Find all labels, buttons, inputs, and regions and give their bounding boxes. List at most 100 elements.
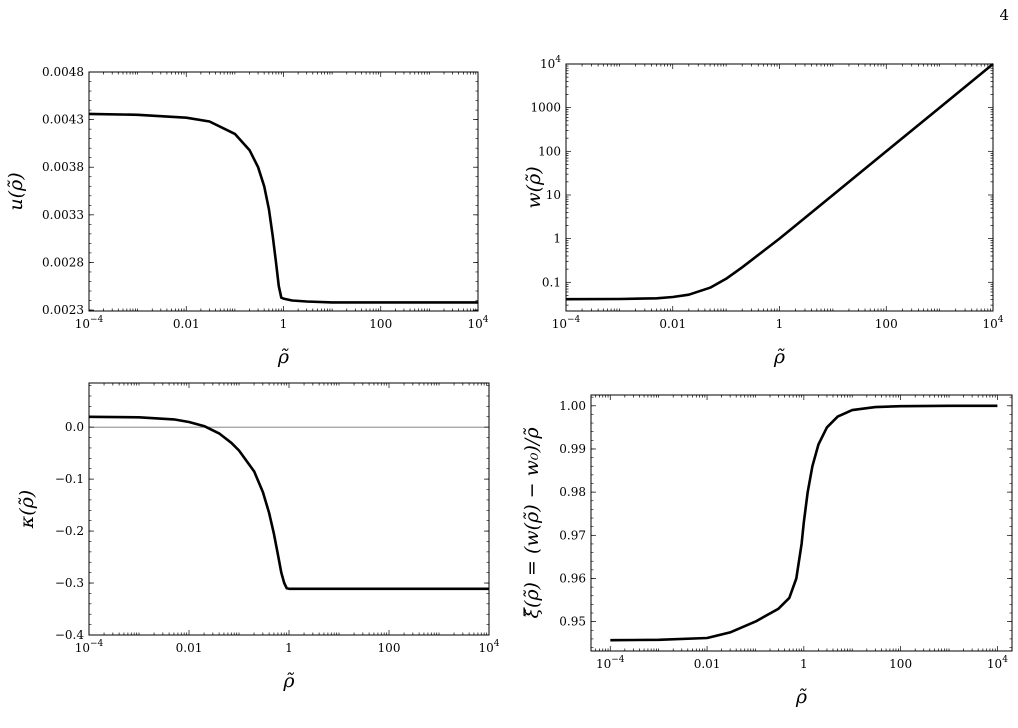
y-tick-label: 100	[538, 144, 561, 158]
x-tick-label: 0.01	[176, 641, 203, 655]
x-tick-label: 104	[987, 655, 1008, 671]
y-tick-label: 1	[553, 232, 561, 246]
y-tick-label: 104	[540, 55, 561, 71]
y-tick-label: 0.0	[65, 420, 84, 434]
x-tick-label-exponent: 4	[1002, 655, 1008, 665]
y-tick-label: 0.98	[559, 485, 586, 499]
y-tick-label-text: 0.96	[559, 571, 586, 585]
y-tick-label: 0.0033	[42, 208, 84, 222]
series-line	[88, 415, 489, 591]
y-tick-label: −0.4	[55, 628, 85, 642]
page-number: 4	[999, 6, 1009, 24]
y-axis-label: w(ρ̃)	[523, 166, 545, 208]
y-tick-label-text: −0.1	[55, 472, 84, 486]
plot-frame	[88, 71, 479, 312]
x-tick-label: 100	[889, 657, 912, 671]
x-tick-label-text: 1	[280, 317, 288, 331]
y-tick-label-text: 100	[538, 144, 561, 158]
x-tick-label-text: 10	[552, 317, 567, 331]
y-tick-label: 0.96	[559, 571, 586, 585]
y-tick-label-text: 0.95	[559, 615, 586, 629]
y-tick-label-text: 1.00	[559, 399, 586, 413]
x-tick-label-text: 10	[987, 657, 1002, 671]
x-tick-label: 1	[280, 317, 288, 331]
y-tick-label-text: −0.2	[55, 524, 84, 538]
x-tick-label-exponent: −4	[567, 315, 581, 325]
series-line	[610, 404, 998, 642]
y-tick-label-text: 0.0048	[42, 65, 84, 79]
x-tick-label: 104	[982, 315, 1003, 331]
y-tick-label-text: 0.0028	[42, 255, 84, 269]
x-tick-label: 1	[285, 641, 293, 655]
chart-panel-kappa: 10−4 0.01 1 100 104−0.4−0.3−0.2−0.10.0ρ̃κ(ρ̃…	[16, 382, 500, 692]
y-tick-label: 0.95	[559, 615, 586, 629]
x-tick-label: 100	[875, 317, 898, 331]
x-tick-label-text: 100	[369, 317, 392, 331]
x-tick-label: 10−4	[596, 655, 625, 671]
y-tick-label: −0.2	[55, 524, 84, 538]
y-tick-label: 0.0023	[42, 303, 84, 317]
x-tick-label-text: 0.01	[176, 641, 203, 655]
x-tick-label-text: 1	[776, 317, 784, 331]
y-tick-label-text: 0.0033	[42, 208, 84, 222]
y-tick-label-text: 10	[540, 57, 555, 71]
x-axis-label: ρ̃	[277, 346, 290, 368]
x-tick-label-text: 100	[378, 641, 401, 655]
y-tick-label: 0.0043	[42, 113, 84, 127]
x-tick-label-text: 10	[467, 317, 482, 331]
x-tick-label-text: 0.01	[694, 657, 721, 671]
y-tick-label-text: −0.4	[55, 628, 85, 642]
y-tick-label-text: 0.98	[559, 485, 586, 499]
plot-frame	[88, 382, 490, 636]
x-axis-label: ρ̃	[282, 670, 295, 692]
y-tick-label: 0.97	[559, 528, 586, 542]
y-tick-label: 10	[546, 188, 561, 202]
x-tick-label-exponent: −4	[90, 315, 104, 325]
x-tick-label: 100	[369, 317, 392, 331]
y-tick-label: 0.0028	[42, 255, 84, 269]
plot-frame	[590, 394, 1013, 652]
x-tick-label: 1	[776, 317, 784, 331]
y-tick-label-text: 0.97	[559, 528, 586, 542]
x-tick-label: 104	[478, 639, 499, 655]
x-axis-label: ρ̃	[795, 686, 808, 708]
x-tick-label-exponent: 4	[483, 315, 489, 325]
x-tick-label: 0.01	[659, 317, 686, 331]
y-tick-label-text: 0.0023	[42, 303, 84, 317]
x-tick-label-exponent: −4	[611, 655, 625, 665]
y-tick-label-text: 1	[553, 232, 561, 246]
x-tick-label: 10−4	[552, 315, 581, 331]
x-tick-label: 10−4	[75, 639, 104, 655]
y-tick-label: 0.99	[559, 442, 586, 456]
y-tick-label-exponent: 4	[555, 55, 561, 65]
x-tick-label: 0.01	[173, 317, 200, 331]
x-tick-label-text: 10	[478, 641, 493, 655]
y-tick-label: 1000	[530, 101, 561, 115]
x-tick-label-exponent: −4	[90, 639, 104, 649]
y-tick-label-text: 0.99	[559, 442, 586, 456]
x-tick-label: 1	[800, 657, 808, 671]
x-axis-label: ρ̃	[773, 346, 786, 368]
x-tick-label: 10−4	[75, 315, 104, 331]
series-line	[565, 62, 994, 301]
y-tick-label: −0.1	[55, 472, 84, 486]
x-tick-label-text: 10	[75, 641, 90, 655]
x-tick-label-exponent: 4	[494, 639, 500, 649]
x-tick-label: 100	[378, 641, 401, 655]
y-tick-label-text: 0.0038	[42, 160, 84, 174]
x-tick-label-text: 1	[800, 657, 808, 671]
y-tick-label-text: 0.0	[65, 420, 84, 434]
y-tick-label: 0.0038	[42, 160, 84, 174]
y-tick-label: 0.1	[542, 275, 561, 289]
y-tick-label: −0.3	[55, 576, 84, 590]
y-tick-label-text: 1000	[530, 101, 561, 115]
x-tick-label-text: 10	[596, 657, 611, 671]
y-tick-label-text: 0.1	[542, 275, 561, 289]
chart-panel-u: 10−4 0.01 1 100 1040.00230.00280.00330.00380…	[5, 65, 489, 368]
x-tick-label-exponent: 4	[998, 315, 1004, 325]
x-tick-label: 0.01	[694, 657, 721, 671]
y-axis-label: ξ̃(ρ̃) = (w(ρ̃) − w₀)/ρ̃	[521, 427, 543, 619]
x-tick-label-text: 10	[75, 317, 90, 331]
y-tick-label-text: 0.0043	[42, 113, 84, 127]
